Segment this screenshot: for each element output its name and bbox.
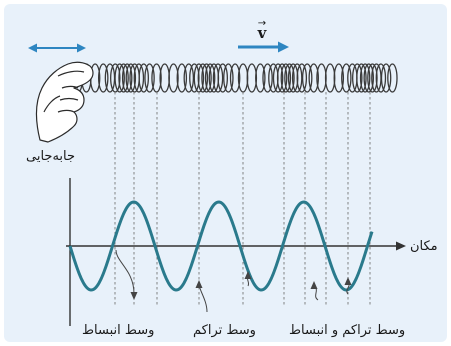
spring-coil (168, 63, 179, 93)
spring-coil (133, 63, 145, 93)
spring-coil (212, 63, 224, 93)
compression-rarefaction-center-label: وسط تراکم و انبساط (289, 323, 405, 338)
spring-coil (223, 63, 234, 93)
callout-arrowheads (130, 271, 352, 300)
spring-coil (197, 63, 209, 93)
spring-coil (272, 63, 284, 93)
velocity-vector-mark: → (258, 18, 266, 29)
spring-coil (98, 63, 109, 93)
callout-arrows (115, 249, 350, 313)
spring-coil (380, 63, 392, 93)
spring-coil (125, 63, 137, 93)
spring-coil (296, 63, 308, 93)
position-axis-label: مکان (410, 239, 438, 254)
spring-coil (387, 63, 398, 93)
spring-coil (359, 63, 371, 93)
dashed-guide-lines (114, 92, 371, 306)
spring-coil (301, 63, 313, 93)
spring-coil (104, 63, 116, 93)
velocity-arrow-icon (238, 41, 289, 53)
spring-coils (72, 63, 398, 93)
spring-coil (276, 63, 288, 93)
spring-coil (291, 63, 303, 93)
spring-coil (176, 63, 188, 93)
compression-center-label: وسط تراکم (193, 323, 256, 338)
spring-coil (284, 63, 295, 93)
displacement-axis-label: جابه‌جایی (26, 149, 75, 164)
spring-coil (118, 63, 129, 93)
spring-coil (367, 63, 378, 93)
spring-coil (114, 63, 125, 93)
spring-coil (204, 63, 216, 93)
spring-coil (255, 63, 266, 93)
spring-coil (375, 63, 387, 93)
spring-coil (201, 63, 212, 93)
spring-coil (352, 63, 363, 93)
spring-coil (217, 63, 228, 93)
callout-rarefaction (115, 249, 135, 295)
spring-coil (183, 63, 195, 93)
diagram-panel (4, 4, 447, 342)
spring-coil (144, 63, 155, 93)
spring-coil (308, 63, 319, 93)
displacement-wave (68, 200, 374, 292)
spring-coil (138, 63, 149, 93)
spring-coil (151, 63, 162, 93)
spring-coil (121, 63, 133, 93)
double-arrow-icon (28, 43, 86, 53)
spring-coil (356, 63, 367, 93)
spring-coil (333, 63, 345, 93)
spring-coil (189, 63, 200, 93)
velocity-label: v (257, 24, 268, 42)
spring-coil (246, 63, 258, 93)
rarefaction-center-label: وسط انبساط (82, 323, 154, 338)
spring-coil (341, 63, 352, 93)
spring-coil (280, 63, 292, 93)
hand-icon (35, 61, 94, 143)
position-axis-arrowhead (396, 241, 406, 251)
callout-compression (198, 283, 208, 313)
spring-coil (363, 63, 374, 93)
spring-coil (262, 63, 273, 93)
spring-coil (229, 63, 241, 93)
spring-coil (324, 63, 336, 93)
